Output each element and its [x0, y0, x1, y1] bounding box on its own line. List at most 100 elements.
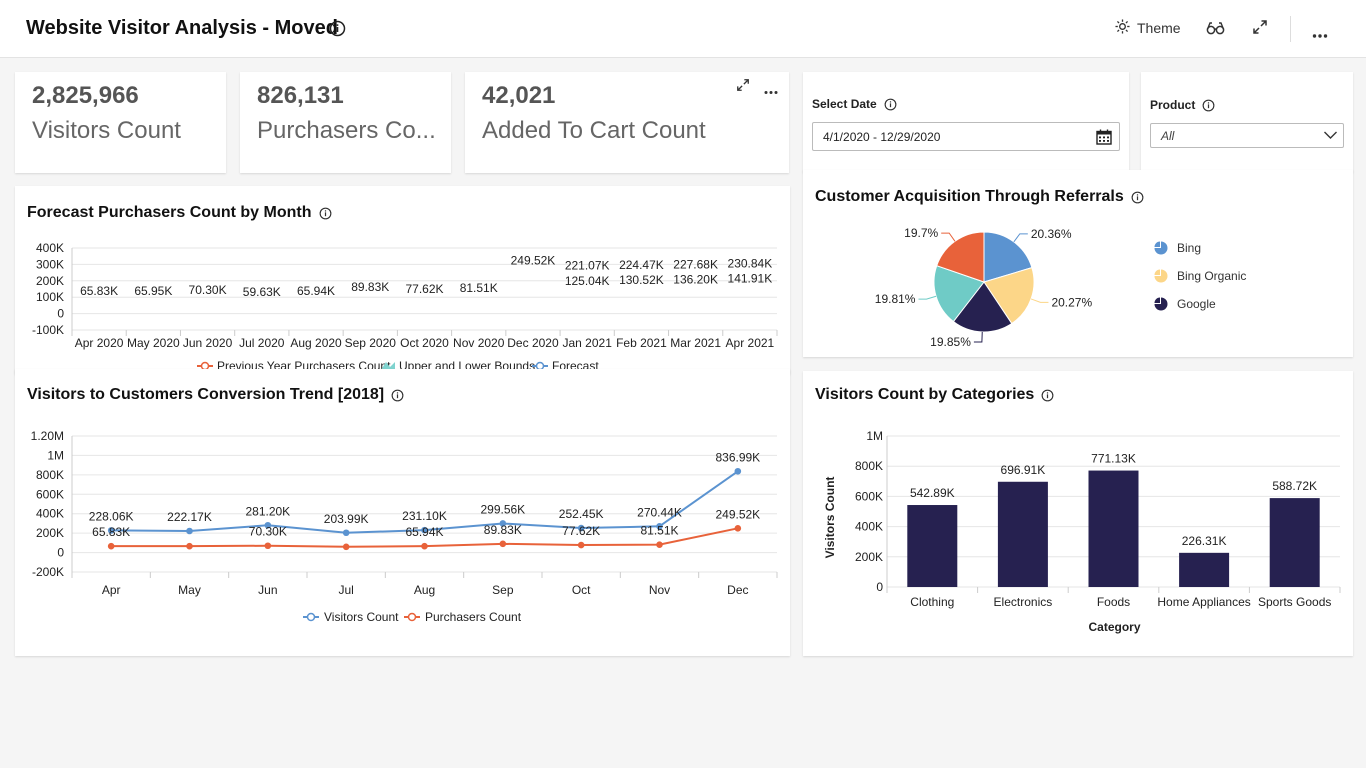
x-tick-label: Jan 2021: [562, 336, 612, 350]
data-label: 249.52K: [715, 507, 760, 521]
pie-slice-icon: [1154, 297, 1168, 311]
pie-slice-icon: [1154, 241, 1168, 255]
data-point: [342, 543, 350, 551]
y-tick-label: 200K: [855, 550, 883, 564]
calendar-icon[interactable]: [1096, 129, 1112, 148]
data-label: 836.99K: [715, 450, 760, 464]
info-icon[interactable]: [1131, 191, 1144, 204]
referrals-pie-chart: 20.36% 20.27% 19.85% 19.81% 19.7%: [875, 226, 1093, 349]
x-tick-label: Clothing: [910, 595, 954, 609]
expand-icon[interactable]: [1252, 19, 1268, 40]
product-select-value: All: [1161, 129, 1175, 143]
x-tick-label: Sep 2020: [345, 336, 397, 350]
kpi-value: 42,021: [482, 82, 556, 109]
data-label: 222.17K: [167, 510, 212, 524]
data-label: 228.06K: [89, 509, 134, 523]
data-point: [734, 467, 742, 475]
data-label: 696.91K: [1001, 463, 1046, 477]
date-range-input[interactable]: 4/1/2020 - 12/29/2020: [812, 122, 1120, 151]
data-label: 226.31K: [1182, 534, 1227, 548]
pie-slice: [933, 265, 985, 323]
x-tick-label: Sep: [492, 583, 514, 597]
data-label: 270.44K: [637, 505, 682, 519]
info-icon[interactable]: [391, 389, 404, 402]
data-label: 230.84K: [728, 257, 773, 271]
pie-slice-icon: [1154, 269, 1168, 283]
kpi-card-purchasers[interactable]: 826,131 Purchasers Co...: [240, 72, 451, 173]
info-icon[interactable]: [884, 98, 897, 111]
x-tick-label: May: [178, 583, 201, 597]
data-point: [656, 541, 663, 548]
bar: [907, 505, 958, 587]
more-options-icon[interactable]: [1312, 26, 1328, 44]
legend-item[interactable]: Google: [1154, 297, 1216, 311]
x-tick-label: Dec 2020: [507, 336, 559, 350]
date-range-value: 4/1/2020 - 12/29/2020: [823, 130, 941, 144]
bar: [1088, 470, 1139, 587]
y-tick-label: 300K: [36, 257, 64, 271]
x-axis-title: Category: [1088, 620, 1140, 634]
y-tick-label: -100K: [32, 323, 64, 337]
x-tick-label: Nov: [649, 583, 670, 597]
data-label: 89.83K: [484, 523, 522, 537]
theme-label: Theme: [1137, 20, 1181, 36]
top-bar: Website Visitor Analysis - Moved Theme: [0, 0, 1366, 58]
data-label: 77.62K: [405, 282, 443, 296]
data-point: [107, 542, 115, 550]
y-tick-label: -200K: [32, 565, 64, 579]
x-tick-label: Dec: [727, 583, 748, 597]
x-tick-label: Jul: [338, 583, 353, 597]
data-label: 281.20K: [245, 504, 290, 518]
pie-slice: [936, 231, 985, 283]
more-options-icon[interactable]: [764, 82, 778, 100]
toolbar-divider: [1290, 16, 1291, 42]
data-point: [421, 542, 428, 550]
x-tick-label: Apr 2021: [726, 336, 775, 350]
data-label: 771.13K: [1091, 452, 1136, 466]
legend-item[interactable]: Bing: [1154, 241, 1201, 255]
slice-label: 19.81%: [875, 292, 916, 306]
legend-label: Bing: [1177, 241, 1202, 255]
x-tick-label: Jul 2020: [239, 336, 285, 350]
x-tick-label: Feb 2021: [616, 336, 667, 350]
y-tick-label: 600K: [855, 489, 883, 503]
data-point: [186, 542, 193, 550]
y-tick-label: 1.20M: [31, 429, 64, 443]
data-label: 231.10K: [402, 509, 447, 523]
data-label: 141.91K: [728, 271, 773, 285]
info-icon[interactable]: [329, 20, 346, 42]
slice-label: 19.85%: [930, 335, 971, 349]
kpi-card-visitors[interactable]: 2,825,966 Visitors Count: [15, 72, 226, 173]
conversion-chart-card: Visitors to Customers Conversion Trend […: [15, 369, 790, 656]
data-point: [264, 542, 272, 550]
slice-connector: [973, 331, 983, 343]
data-point: [656, 523, 663, 530]
info-icon[interactable]: [1202, 99, 1215, 112]
chart-title: Forecast Purchasers Count by Month: [27, 204, 332, 222]
legend-item[interactable]: Bing Organic: [1154, 269, 1246, 283]
y-tick-label: 800K: [36, 468, 64, 482]
kpi-value: 826,131: [257, 82, 344, 109]
info-icon[interactable]: [319, 207, 332, 220]
forecast-chart-card: Forecast Purchasers Count by Month 400K 3…: [15, 186, 790, 374]
glasses-icon[interactable]: [1206, 19, 1225, 42]
chevron-down-icon[interactable]: [1323, 129, 1338, 143]
pie-slice: [952, 281, 1013, 333]
info-icon[interactable]: [1041, 389, 1054, 402]
sun-icon: [1115, 19, 1130, 37]
slice-connector: [1030, 298, 1049, 303]
expand-icon[interactable]: [736, 78, 750, 97]
theme-button[interactable]: Theme: [1115, 19, 1181, 37]
chart-title: Visitors Count by Categories: [815, 386, 1054, 404]
slice-label: 20.27%: [1051, 295, 1092, 309]
product-select[interactable]: All: [1150, 123, 1344, 148]
y-tick-label: 400K: [36, 507, 64, 521]
data-label: 588.72K: [1272, 479, 1317, 493]
slice-connector: [941, 232, 956, 242]
data-point: [107, 527, 115, 534]
data-label: 59.63K: [243, 285, 281, 299]
x-tick-label: Electronics: [994, 595, 1053, 609]
y-tick-label: 400K: [36, 241, 64, 255]
kpi-card-added-to-cart[interactable]: 42,021 Added To Cart Count: [465, 72, 789, 173]
x-tick-label: Aug 2020: [290, 336, 342, 350]
